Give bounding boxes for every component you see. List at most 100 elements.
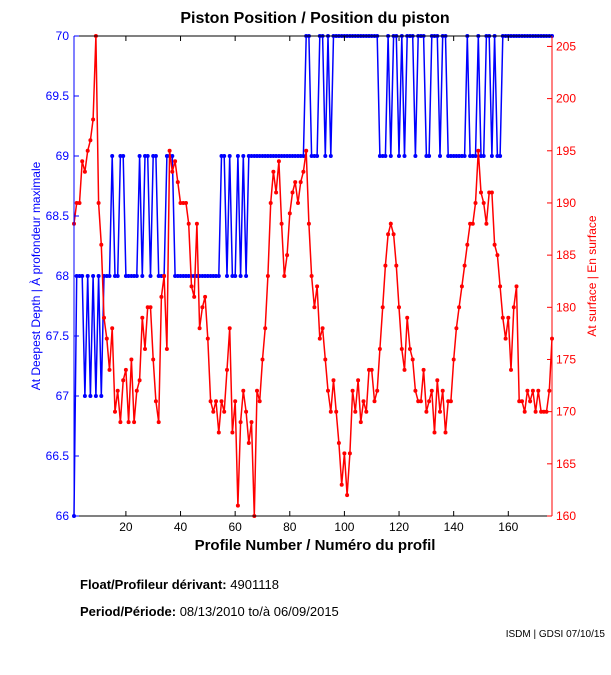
surface-point	[287, 211, 292, 216]
surface-point	[178, 201, 183, 205]
x-tick-label: 20	[119, 520, 133, 534]
deepest-depth-point	[91, 274, 96, 278]
credit-text: ISDM | GDSI 07/10/15	[505, 629, 605, 640]
surface-point	[203, 294, 208, 299]
surface-point	[528, 399, 533, 404]
surface-point	[99, 242, 104, 247]
surface-point	[369, 367, 374, 372]
deepest-depth-point	[233, 274, 238, 278]
period-label: Period/Période:	[80, 604, 177, 619]
surface-point	[394, 263, 399, 268]
surface-point	[364, 409, 369, 414]
surface-point	[336, 441, 341, 445]
surface-point	[339, 482, 344, 487]
deepest-depth-point	[80, 274, 85, 278]
surface-point	[429, 388, 434, 393]
right-tick-label: 195	[556, 144, 576, 158]
surface-point	[77, 201, 82, 205]
deepest-depth-point	[438, 154, 442, 158]
surface-point	[222, 409, 227, 414]
surface-point	[438, 409, 442, 414]
surface-point	[489, 190, 494, 195]
left-tick-label: 67.5	[46, 329, 70, 343]
deepest-depth-point	[82, 394, 87, 398]
surface-point	[506, 315, 511, 320]
deepest-depth-point	[427, 154, 432, 158]
deepest-depth-point	[110, 154, 115, 158]
surface-point	[347, 451, 352, 456]
surface-point	[255, 388, 259, 393]
deepest-depth-point	[115, 274, 120, 278]
surface-point	[320, 326, 325, 331]
right-tick-label: 170	[556, 405, 576, 419]
deepest-depth-point	[413, 154, 418, 158]
surface-point	[175, 180, 180, 185]
deepest-depth-point	[448, 154, 453, 158]
surface-point	[241, 388, 246, 393]
surface-point	[227, 326, 232, 331]
float-id: 4901118	[230, 577, 279, 592]
left-tick-label: 68.5	[46, 209, 70, 223]
surface-point	[205, 336, 210, 341]
surface-point	[408, 347, 412, 351]
surface-point	[200, 305, 205, 310]
surface-point	[173, 159, 178, 164]
deepest-depth-point	[293, 154, 298, 158]
deepest-depth-point	[397, 154, 401, 158]
surface-point	[530, 388, 535, 393]
deepest-depth-point	[214, 274, 218, 278]
surface-point	[219, 399, 224, 404]
deepest-depth-point	[498, 154, 503, 158]
x-axis-ticks: 20 40 60 80 100 120 140 160	[119, 36, 519, 534]
surface-point	[153, 399, 158, 404]
left-tick-label: 69.5	[46, 89, 70, 103]
surface-point	[276, 159, 281, 164]
surface-point	[462, 263, 467, 268]
surface-point	[342, 451, 347, 456]
surface-point	[533, 409, 538, 414]
x-axis-label: Profile Number / Numéro du profil	[195, 537, 436, 554]
surface-point	[536, 388, 541, 393]
surface-point	[375, 388, 380, 393]
deepest-depth-point	[457, 154, 462, 158]
surface-point	[265, 274, 270, 278]
surface-point	[399, 347, 404, 351]
surface-point	[85, 148, 90, 153]
deepest-depth-point	[473, 154, 478, 158]
right-axis-label: At surface | En surface	[585, 215, 599, 336]
period-end: 06/09/2015	[273, 604, 339, 619]
deepest-depth-point	[85, 274, 90, 278]
surface-point	[525, 388, 530, 393]
surface-point	[118, 420, 123, 425]
deepest-depth-point	[148, 274, 153, 278]
deepest-depth-point	[96, 274, 101, 278]
surface-point	[391, 232, 396, 237]
surface-point	[80, 159, 85, 164]
deepest-depth-point	[140, 274, 145, 278]
deepest-depth-point	[178, 274, 183, 278]
surface-point	[448, 399, 453, 404]
surface-point	[386, 232, 391, 237]
surface-point	[345, 493, 350, 498]
surface-point	[492, 242, 497, 247]
surface-point	[194, 221, 199, 226]
left-tick-label: 70	[56, 29, 70, 43]
deepest-depth-point	[118, 154, 123, 158]
surface-point	[331, 378, 336, 383]
deepest-depth-point	[301, 154, 306, 158]
surface-point	[140, 315, 145, 320]
surface-point	[298, 180, 303, 185]
surface-point	[520, 399, 524, 404]
surface-point	[164, 347, 169, 351]
deepest-depth-point	[186, 274, 191, 278]
x-tick-label: 60	[228, 520, 242, 534]
deepest-depth-point	[241, 154, 246, 158]
right-tick-label: 205	[556, 39, 576, 53]
left-axis-label: At Deepest Depth | À profondeur maximale	[28, 161, 43, 390]
deepest-depth-point	[402, 154, 407, 158]
right-tick-label: 165	[556, 457, 576, 471]
surface-point	[495, 253, 500, 258]
surface-point	[328, 409, 333, 414]
surface-point	[121, 378, 126, 383]
